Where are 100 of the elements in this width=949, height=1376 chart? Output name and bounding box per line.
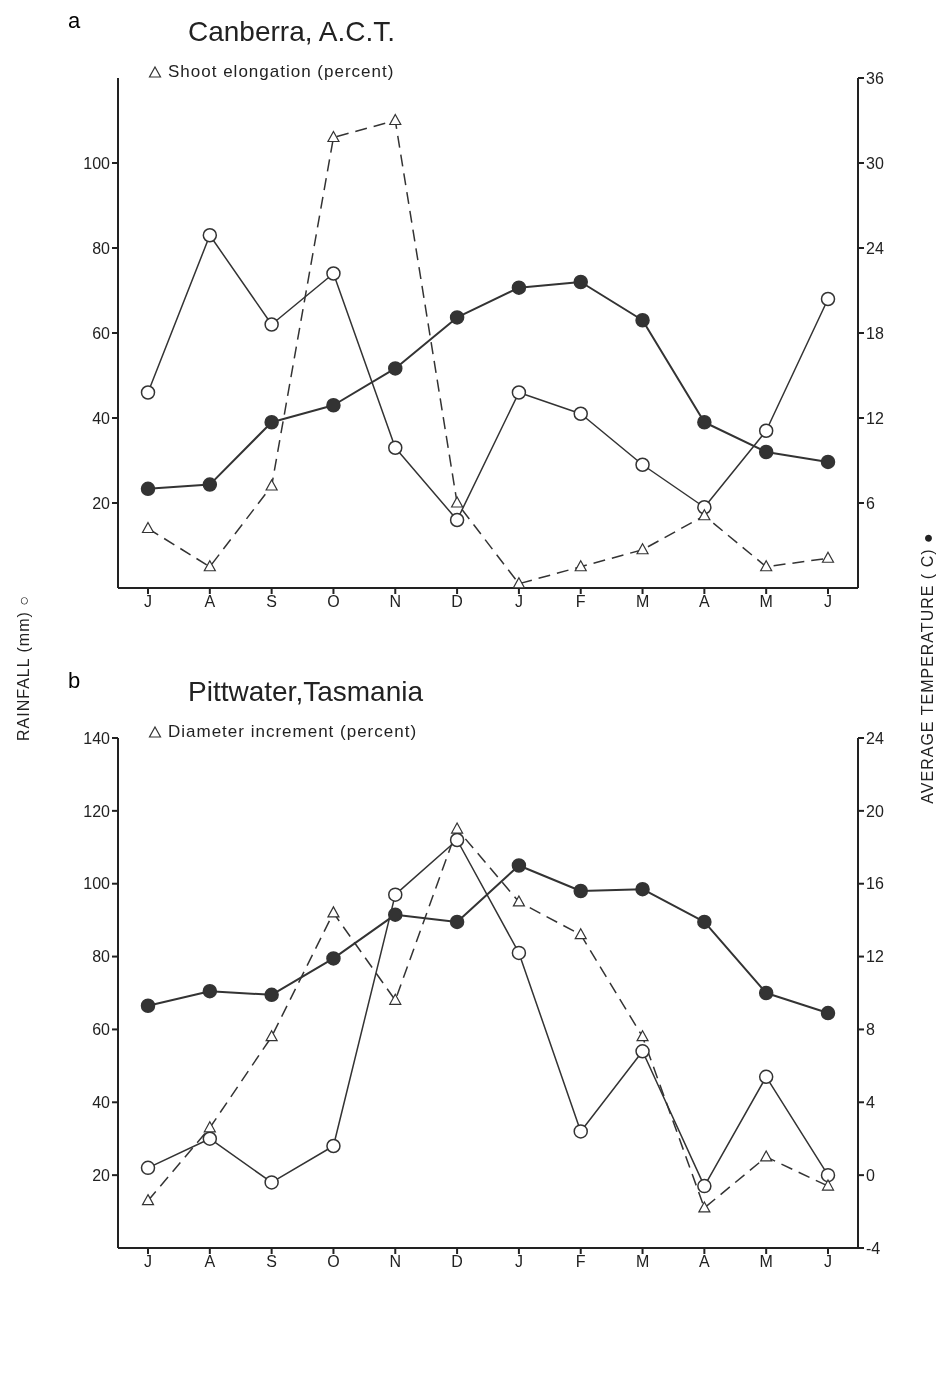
point bbox=[388, 440, 403, 455]
chart-title: Pittwater,Tasmania bbox=[188, 676, 423, 708]
point bbox=[758, 985, 774, 1001]
point bbox=[760, 1150, 773, 1162]
x-tick-label: O bbox=[327, 593, 340, 611]
point bbox=[389, 113, 402, 126]
x-tick-label: A bbox=[699, 1253, 711, 1271]
y2-tick-label: 36 bbox=[866, 69, 884, 87]
point bbox=[697, 914, 712, 930]
point bbox=[573, 274, 588, 290]
point bbox=[141, 1194, 155, 1206]
point bbox=[264, 1175, 279, 1190]
point bbox=[760, 560, 773, 572]
point bbox=[450, 822, 464, 834]
point bbox=[203, 560, 216, 572]
point bbox=[264, 317, 279, 332]
point bbox=[140, 481, 156, 497]
point bbox=[697, 1178, 712, 1194]
point bbox=[573, 883, 588, 899]
y-tick-label: 80 bbox=[92, 239, 111, 257]
y2-tick-label: 20 bbox=[866, 802, 884, 820]
y-tick-label: 120 bbox=[83, 802, 111, 820]
point bbox=[203, 1121, 216, 1133]
point bbox=[389, 993, 402, 1005]
y2-tick-label: -4 bbox=[866, 1239, 881, 1257]
y-tick-label: 60 bbox=[92, 324, 111, 342]
point bbox=[635, 457, 650, 472]
point bbox=[820, 1167, 836, 1183]
x-tick-label: N bbox=[389, 1253, 402, 1271]
x-tick-label: S bbox=[266, 1253, 277, 1271]
point bbox=[326, 398, 341, 413]
y2-axis-title: AVERAGE TEMPERATURE ( C) ● bbox=[919, 532, 937, 804]
x-tick-label: J bbox=[514, 1253, 523, 1271]
point bbox=[449, 832, 465, 848]
point bbox=[141, 521, 155, 534]
x-tick-label: N bbox=[389, 593, 402, 611]
point bbox=[698, 509, 711, 521]
point bbox=[758, 1069, 774, 1085]
x-tick-label: F bbox=[575, 1253, 586, 1271]
point bbox=[202, 983, 218, 999]
x-tick-label: A bbox=[204, 1253, 216, 1271]
point bbox=[326, 951, 341, 966]
point bbox=[636, 543, 649, 555]
point bbox=[635, 881, 650, 897]
point bbox=[758, 444, 774, 460]
point bbox=[820, 1005, 836, 1021]
y-tick-label: 20 bbox=[92, 1166, 111, 1184]
point bbox=[635, 1044, 650, 1059]
point bbox=[140, 1160, 156, 1176]
point bbox=[202, 477, 218, 492]
point bbox=[820, 454, 836, 470]
legend-label: Diameter increment (percent) bbox=[168, 722, 418, 742]
y-tick-label: 140 bbox=[83, 729, 111, 747]
y-tick-label: 20 bbox=[92, 494, 111, 512]
point bbox=[511, 280, 527, 295]
point bbox=[140, 385, 156, 400]
y-tick-label: 100 bbox=[83, 875, 111, 893]
point bbox=[511, 858, 527, 873]
point bbox=[635, 313, 650, 328]
point bbox=[574, 560, 587, 572]
point bbox=[202, 1131, 218, 1146]
x-tick-label: D bbox=[451, 593, 463, 611]
y2-tick-label: 30 bbox=[866, 154, 884, 172]
y2-tick-label: 18 bbox=[866, 324, 884, 342]
point bbox=[821, 551, 835, 563]
point bbox=[511, 385, 527, 400]
point bbox=[327, 130, 340, 143]
point bbox=[821, 1179, 835, 1191]
y2-tick-label: 8 bbox=[866, 1021, 875, 1039]
point bbox=[758, 423, 774, 438]
y-axis-title: RAINFALL (mm) ○ bbox=[15, 595, 33, 741]
point bbox=[449, 310, 465, 325]
x-tick-label: D bbox=[451, 1253, 463, 1271]
text: b bbox=[68, 668, 81, 694]
point bbox=[388, 907, 403, 922]
x-tick-label: J bbox=[824, 593, 832, 611]
x-tick-label: M bbox=[759, 593, 773, 611]
y2-tick-label: 12 bbox=[866, 948, 884, 966]
point bbox=[327, 906, 340, 918]
y2-tick-label: 24 bbox=[866, 729, 884, 747]
y-tick-label: 80 bbox=[92, 948, 111, 966]
point bbox=[326, 266, 341, 281]
point bbox=[574, 928, 587, 940]
point bbox=[264, 415, 279, 430]
x-tick-label: F bbox=[575, 593, 586, 611]
point bbox=[697, 415, 712, 430]
text: a bbox=[68, 8, 81, 34]
point bbox=[265, 479, 278, 491]
x-tick-label: A bbox=[699, 593, 711, 611]
point bbox=[202, 228, 218, 243]
y2-tick-label: 12 bbox=[866, 409, 884, 427]
y-tick-label: 40 bbox=[92, 409, 111, 427]
x-tick-label: O bbox=[327, 1253, 340, 1271]
point bbox=[450, 496, 464, 508]
x-tick-label: J bbox=[514, 593, 523, 611]
legend-label: Shoot elongation (percent) bbox=[168, 62, 395, 82]
y-tick-label: 40 bbox=[92, 1093, 111, 1111]
point bbox=[512, 895, 526, 907]
point bbox=[820, 291, 836, 307]
point bbox=[449, 914, 465, 930]
